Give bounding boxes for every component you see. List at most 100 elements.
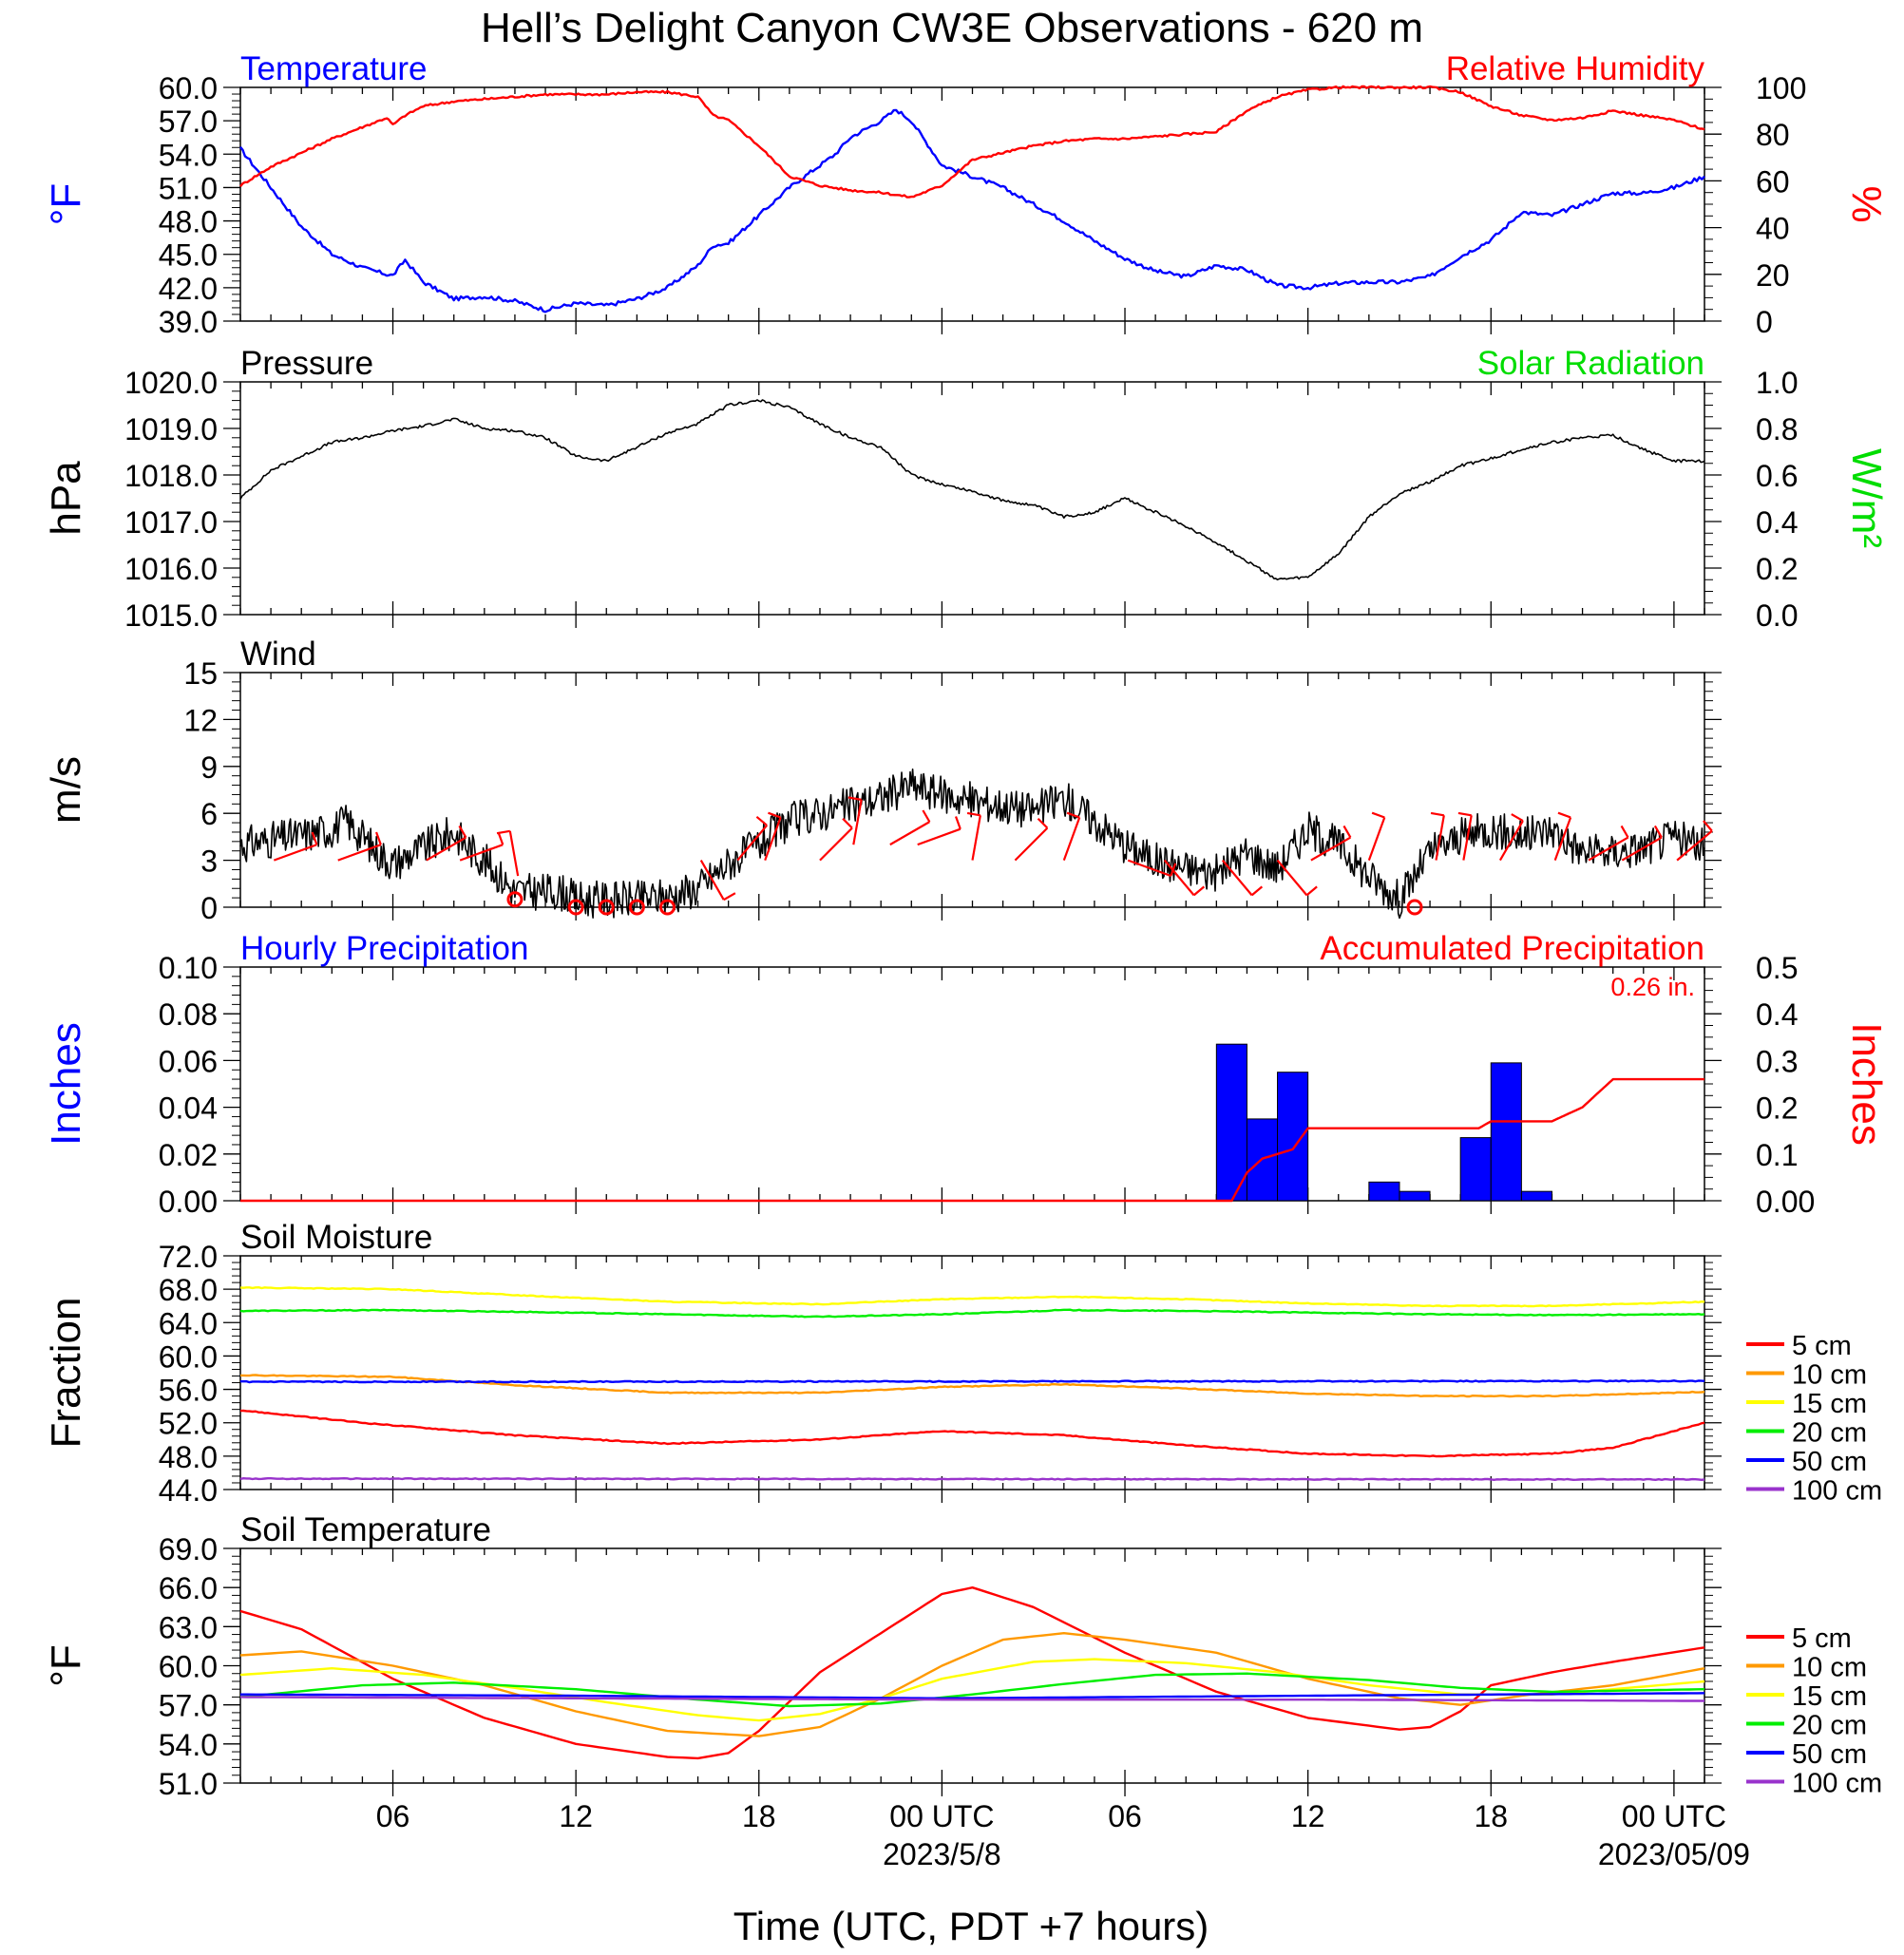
wind-barb-flag [1653,825,1663,839]
y-tick-label: 54.0 [159,138,218,172]
series-line-pressure [239,399,1705,580]
calm-wind-marker [567,899,584,916]
wind-barb-shaft [273,844,317,862]
series-line-20-cm [239,1672,1705,1708]
wind-barb-shaft [1367,817,1386,861]
y-tick-label-right: 0.0 [1756,598,1798,633]
wind-barb-shaft [1221,859,1253,897]
y-tick-label: 0 [200,891,218,925]
y-tick-label: 1019.0 [124,412,218,446]
panel-soil_temperature: 51.0 54.0 57.0 60.0 63.0 66.0 69.0 Soil Tempera… [43,1511,1882,1871]
y-tick-label: 15 [183,656,218,691]
wind-barb-shaft [1310,836,1351,862]
calm-wind-marker [628,899,645,916]
panel-title-right: Solar Radiation [1477,345,1704,382]
series-line-relative-humidity [239,85,1705,199]
panel-title-left: Wind [240,636,316,673]
x-date-label: 2023/5/8 [883,1837,1001,1871]
y-tick-label: 63.0 [159,1610,218,1644]
wind-barb-shaft [764,817,782,861]
wind-barb [1588,825,1629,862]
wind-barb-flag [1192,885,1206,897]
wind-barb [1553,811,1572,861]
y-tick-label-right: 0.2 [1756,1091,1798,1126]
y-tick-label: 56.0 [159,1374,218,1408]
wind-barb-shaft [1127,859,1171,878]
y-tick-label: 72.0 [159,1240,218,1274]
series-line-wind [239,769,1705,920]
wind-barb-flag [458,825,467,839]
legend-label: 5 cm [1792,1623,1852,1654]
legend-label: 100 cm [1792,1476,1882,1507]
panel-title-left: Temperature [240,50,427,87]
precip-bar [1459,1137,1492,1202]
wind-barb [1621,825,1663,862]
wind-barb-flag [755,815,768,826]
panel-title-left: Soil Temperature [240,1511,491,1548]
y-axis-label-right: Inches [1843,1022,1890,1146]
wind-barb-shaft [1498,820,1524,862]
wind-barb-flag [1557,811,1571,819]
panel-title-right: Accumulated Precipitation [1320,930,1704,967]
wind-barb-shaft [736,825,768,862]
x-tick-label: 18 [742,1799,776,1833]
legend-label: 15 cm [1792,1681,1867,1712]
wind-barb-flag [496,829,511,835]
legend-label: 50 cm [1792,1739,1867,1770]
legend-label: 5 cm [1792,1331,1852,1361]
y-tick-label: 1016.0 [124,552,218,586]
wind-barb-flag [1620,825,1629,839]
wind-barb [496,829,520,877]
wind-barb-flag [954,816,962,830]
y-tick-label: 48.0 [159,1440,218,1474]
y-tick-label: 44.0 [159,1473,218,1508]
panel-pressure_solar: 1015.0 1016.0 1017.0 1018.0 1019.0 1020.0 0.0 0… [43,345,1890,633]
wind-barb [847,796,863,845]
y-tick-label: 54.0 [159,1728,218,1762]
y-tick-label-right: 0.00 [1756,1185,1815,1219]
wind-barb-flag [966,811,981,817]
wind-barb-shaft [1014,826,1049,862]
y-tick-label-right: 100 [1756,71,1806,105]
y-tick-label: 1017.0 [124,505,218,540]
wind-barb-flag [723,892,736,902]
wind-barb-shaft [852,799,863,845]
plot-frame [239,381,1705,616]
y-tick-label-right: 0.4 [1756,505,1798,540]
panel-wind: 0 3 6 9 12 15 Wind m/s [43,636,1722,925]
precip-bar [1368,1181,1400,1202]
wind-barb [273,831,318,862]
y-tick-label: 12 [183,703,218,737]
wind-barb-shaft [917,827,962,846]
wind-barb-flag [1511,813,1524,822]
wind-barb-flag [847,796,862,801]
wind-barb-flag [768,811,781,819]
y-tick-label: 39.0 [159,305,218,339]
y-tick-label: 60.0 [159,1339,218,1374]
y-tick-label-right: 60 [1756,164,1790,199]
wind-barb-shaft [1163,859,1195,897]
series-line-15-cm [239,1286,1705,1308]
y-tick-label: 0.06 [159,1044,218,1078]
series-line-10-cm [239,1632,1705,1737]
legend-label: 20 cm [1792,1711,1867,1741]
wind-barb-shaft [1435,815,1445,861]
plot-frame [239,1547,1705,1784]
series-line-50-cm [240,1379,1705,1384]
legend-label: 10 cm [1792,1653,1867,1683]
wind-barb [1367,811,1386,861]
wind-barb-flag [375,831,382,845]
series-line-accumulated-precipitation [240,1077,1704,1203]
y-tick-label: 68.0 [159,1273,218,1307]
wind-barb-flag [1066,811,1080,819]
series-line-100-cm [239,1477,1705,1481]
wind-barb-flag [1703,820,1713,832]
y-tick-label: 0.02 [159,1138,218,1172]
y-tick-label: 60.0 [159,1650,218,1684]
precip-bar [1215,1043,1247,1202]
series-line-50-cm [240,1692,1705,1699]
y-tick-label: 51.0 [159,171,218,205]
plot-frame [239,86,1705,322]
y-axis-label-left: m/s [43,756,89,824]
